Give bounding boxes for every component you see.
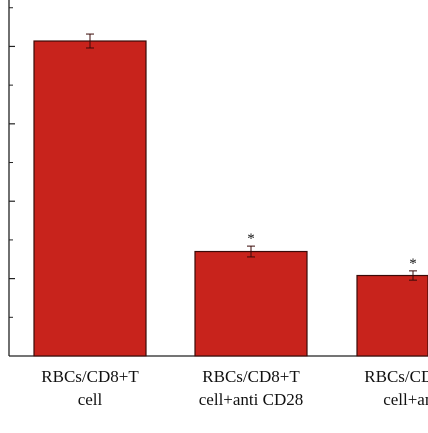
bar [356,274,428,357]
bars-layer [33,33,428,357]
significance-marker: * [409,256,417,272]
labels-layer: RBCs/CD8+T cell * RBCs/CD8+T cell+anti CD28 *… [41,231,428,409]
category-label-line1: RBCs/CD8+T [41,367,139,386]
bar [194,250,308,357]
category-label-line1: RBCs/CD8+T [364,367,428,386]
category-label-line2: cell+anti CD28 [199,390,303,409]
category-label-line2: cell [78,390,103,409]
significance-marker: * [247,231,255,247]
category-label-line2: cell+anti [383,390,428,409]
category-label-line1: RBCs/CD8+T [202,367,300,386]
bar [33,40,147,357]
